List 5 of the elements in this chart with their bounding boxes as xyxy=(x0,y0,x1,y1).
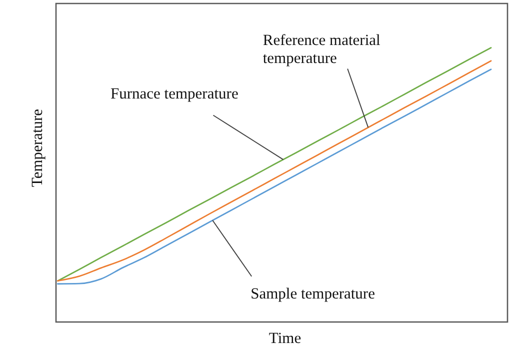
y-axis-title: Temperature xyxy=(29,108,46,188)
annotation: Reference material temperature xyxy=(262,32,380,67)
annotation: Sample temperature xyxy=(250,286,376,303)
annotation: Furnace temperature xyxy=(110,85,238,102)
x-axis-title: Time xyxy=(268,330,302,347)
